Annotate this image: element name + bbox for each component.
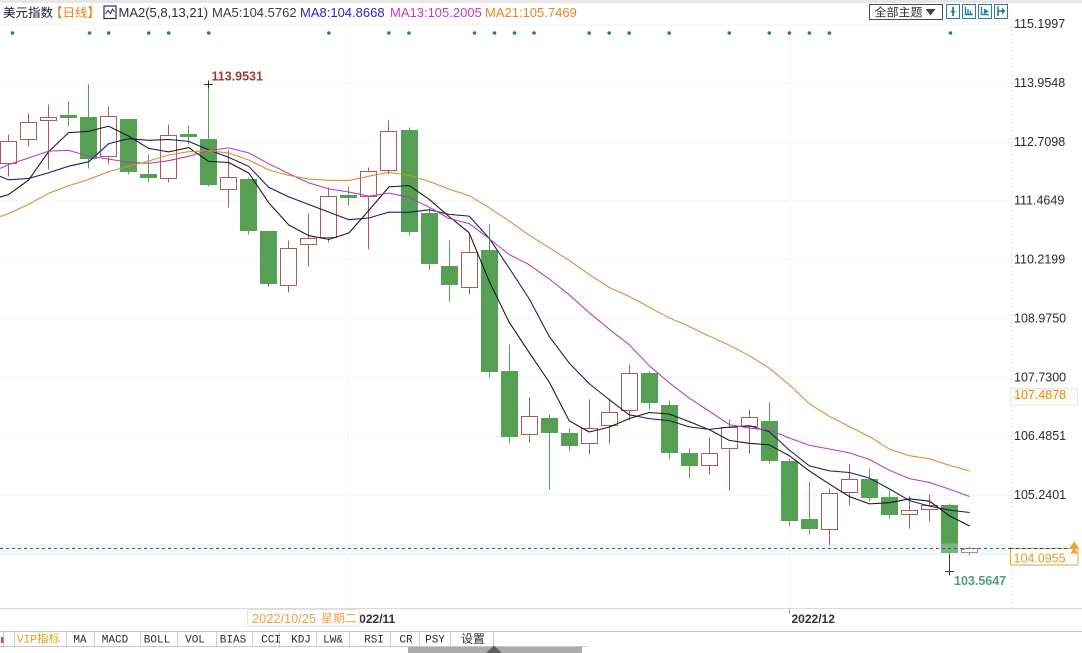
svg-text:110.2199: 110.2199 <box>1014 253 1065 267</box>
svg-text:CCI: CCI <box>261 635 281 647</box>
svg-text:115.1997: 115.1997 <box>1014 17 1065 31</box>
svg-text:112.7098: 112.7098 <box>1014 135 1065 149</box>
svg-text:BOLL: BOLL <box>144 635 170 647</box>
svg-text:CR: CR <box>399 635 413 647</box>
svg-text:103.5647: 103.5647 <box>954 574 1006 588</box>
svg-text:MA13:105.2005: MA13:105.2005 <box>390 5 482 20</box>
svg-text:111.4649: 111.4649 <box>1014 194 1064 208</box>
svg-text:108.9750: 108.9750 <box>1014 311 1066 325</box>
svg-text:MA2(5,8,13,21): MA2(5,8,13,21) <box>119 5 209 20</box>
svg-text:MA: MA <box>73 635 87 647</box>
svg-text:2022/11: 2022/11 <box>353 612 396 626</box>
svg-text:106.4851: 106.4851 <box>1014 429 1066 443</box>
svg-text:LW&: LW& <box>323 635 343 647</box>
svg-text:107.7300: 107.7300 <box>1014 370 1066 384</box>
svg-text:KDJ: KDJ <box>291 635 311 647</box>
svg-text:105.2401: 105.2401 <box>1014 488 1066 502</box>
svg-text:MACD: MACD <box>102 635 129 647</box>
svg-text:VOL: VOL <box>185 635 205 647</box>
svg-text:MA21:105.7469: MA21:105.7469 <box>485 5 577 20</box>
svg-text:BIAS: BIAS <box>220 635 247 647</box>
svg-text:MA5:104.5762: MA5:104.5762 <box>212 5 297 20</box>
svg-text:107.4878: 107.4878 <box>1014 388 1066 402</box>
svg-text:MA8:104.8668: MA8:104.8668 <box>300 5 385 20</box>
svg-text:113.9548: 113.9548 <box>1014 76 1065 90</box>
svg-text:2022/12: 2022/12 <box>792 612 836 626</box>
svg-text:2022/10/25: 2022/10/25 <box>252 611 316 626</box>
svg-text:VIP: VIP <box>17 635 37 647</box>
svg-text:113.9531: 113.9531 <box>212 70 263 84</box>
svg-text:PSY: PSY <box>425 635 445 647</box>
svg-text:RSI: RSI <box>364 635 384 647</box>
svg-text:104.0955: 104.0955 <box>1014 551 1066 565</box>
